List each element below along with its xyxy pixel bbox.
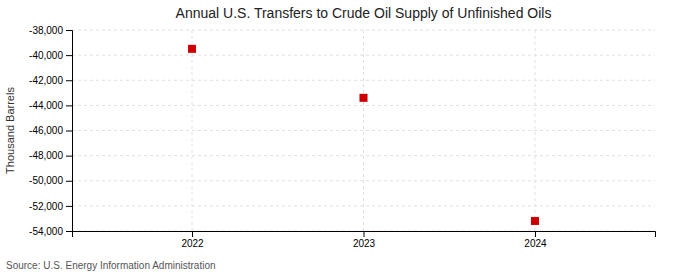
title: Annual U.S. Transfers to Crude Oil Suppl… [176, 5, 552, 21]
y-tick: -48,000 [29, 150, 72, 161]
y-tick-label: -42,000 [29, 75, 63, 86]
grid-line-y [72, 80, 655, 81]
grid-line-y [72, 55, 655, 56]
y-tick-label: -44,000 [29, 100, 63, 111]
y-tick-label: -46,000 [29, 125, 63, 136]
source-note: Source: U.S. Energy Information Administ… [6, 260, 216, 271]
y-tick: -54,000 [29, 226, 72, 237]
y-tick: -44,000 [29, 100, 72, 111]
point [360, 94, 368, 102]
x-tick: 2022 [181, 231, 204, 249]
grid-line-y [72, 180, 655, 181]
y-tick: -40,000 [29, 50, 72, 61]
x-tick: 2024 [524, 231, 547, 249]
y-axis-label: Thousand Barrels [4, 87, 16, 174]
x-tick-mark [535, 231, 536, 237]
y-tick-mark [66, 30, 72, 31]
y-tick-mark [66, 55, 72, 56]
y-tick-label: -54,000 [29, 226, 63, 237]
grid [72, 30, 655, 231]
y-tick-mark [66, 105, 72, 106]
y-tick-mark [66, 156, 72, 157]
y-tick: -46,000 [29, 125, 72, 136]
grid-line-y [72, 155, 655, 156]
x-axis: 2022 2023 2024 [73, 231, 656, 249]
x-axis-line [73, 232, 656, 238]
grid-line-y [72, 30, 655, 31]
chart-svg: 2022 2023 2024 -38,000 -40,000 -42,000 -44,000… [0, 0, 675, 275]
y-tick-mark [66, 231, 72, 232]
y-axis: -38,000 -40,000 -42,000 -44,000 -46,000 -48,0… [29, 25, 72, 237]
y-tick-label: -38,000 [29, 25, 63, 36]
x-tick-mark [364, 231, 365, 237]
marks [188, 45, 539, 225]
point [188, 45, 196, 53]
chart-container: 2022 2023 2024 -38,000 -40,000 -42,000 -44,000… [0, 0, 675, 275]
grid-line-y [72, 130, 655, 131]
point [531, 217, 539, 225]
y-tick-mark [66, 131, 72, 132]
y-tick: -42,000 [29, 75, 72, 86]
x-tick-label: 2022 [181, 238, 204, 249]
y-tick-label: -50,000 [29, 175, 63, 186]
x-tick-mark [192, 231, 193, 237]
y-tick-label: -48,000 [29, 150, 63, 161]
y-tick: -50,000 [29, 175, 72, 186]
plot-area: 2022 2023 2024 -38,000 -40,000 -42,000 -44,000… [29, 25, 655, 249]
y-tick: -52,000 [29, 201, 72, 212]
y-tick-label: -40,000 [29, 50, 63, 61]
x-tick-label: 2023 [353, 238, 376, 249]
y-tick: -38,000 [29, 25, 72, 36]
grid-line-x [363, 30, 364, 231]
y-tick-mark [66, 181, 72, 182]
grid-line-y [72, 105, 655, 106]
x-tick: 2023 [353, 231, 376, 249]
y-tick-mark [66, 80, 72, 81]
y-tick-label: -52,000 [29, 201, 63, 212]
y-tick-mark [66, 206, 72, 207]
x-tick-label: 2024 [524, 238, 547, 249]
y-axis-line [66, 31, 73, 232]
grid-line-y [72, 205, 655, 206]
